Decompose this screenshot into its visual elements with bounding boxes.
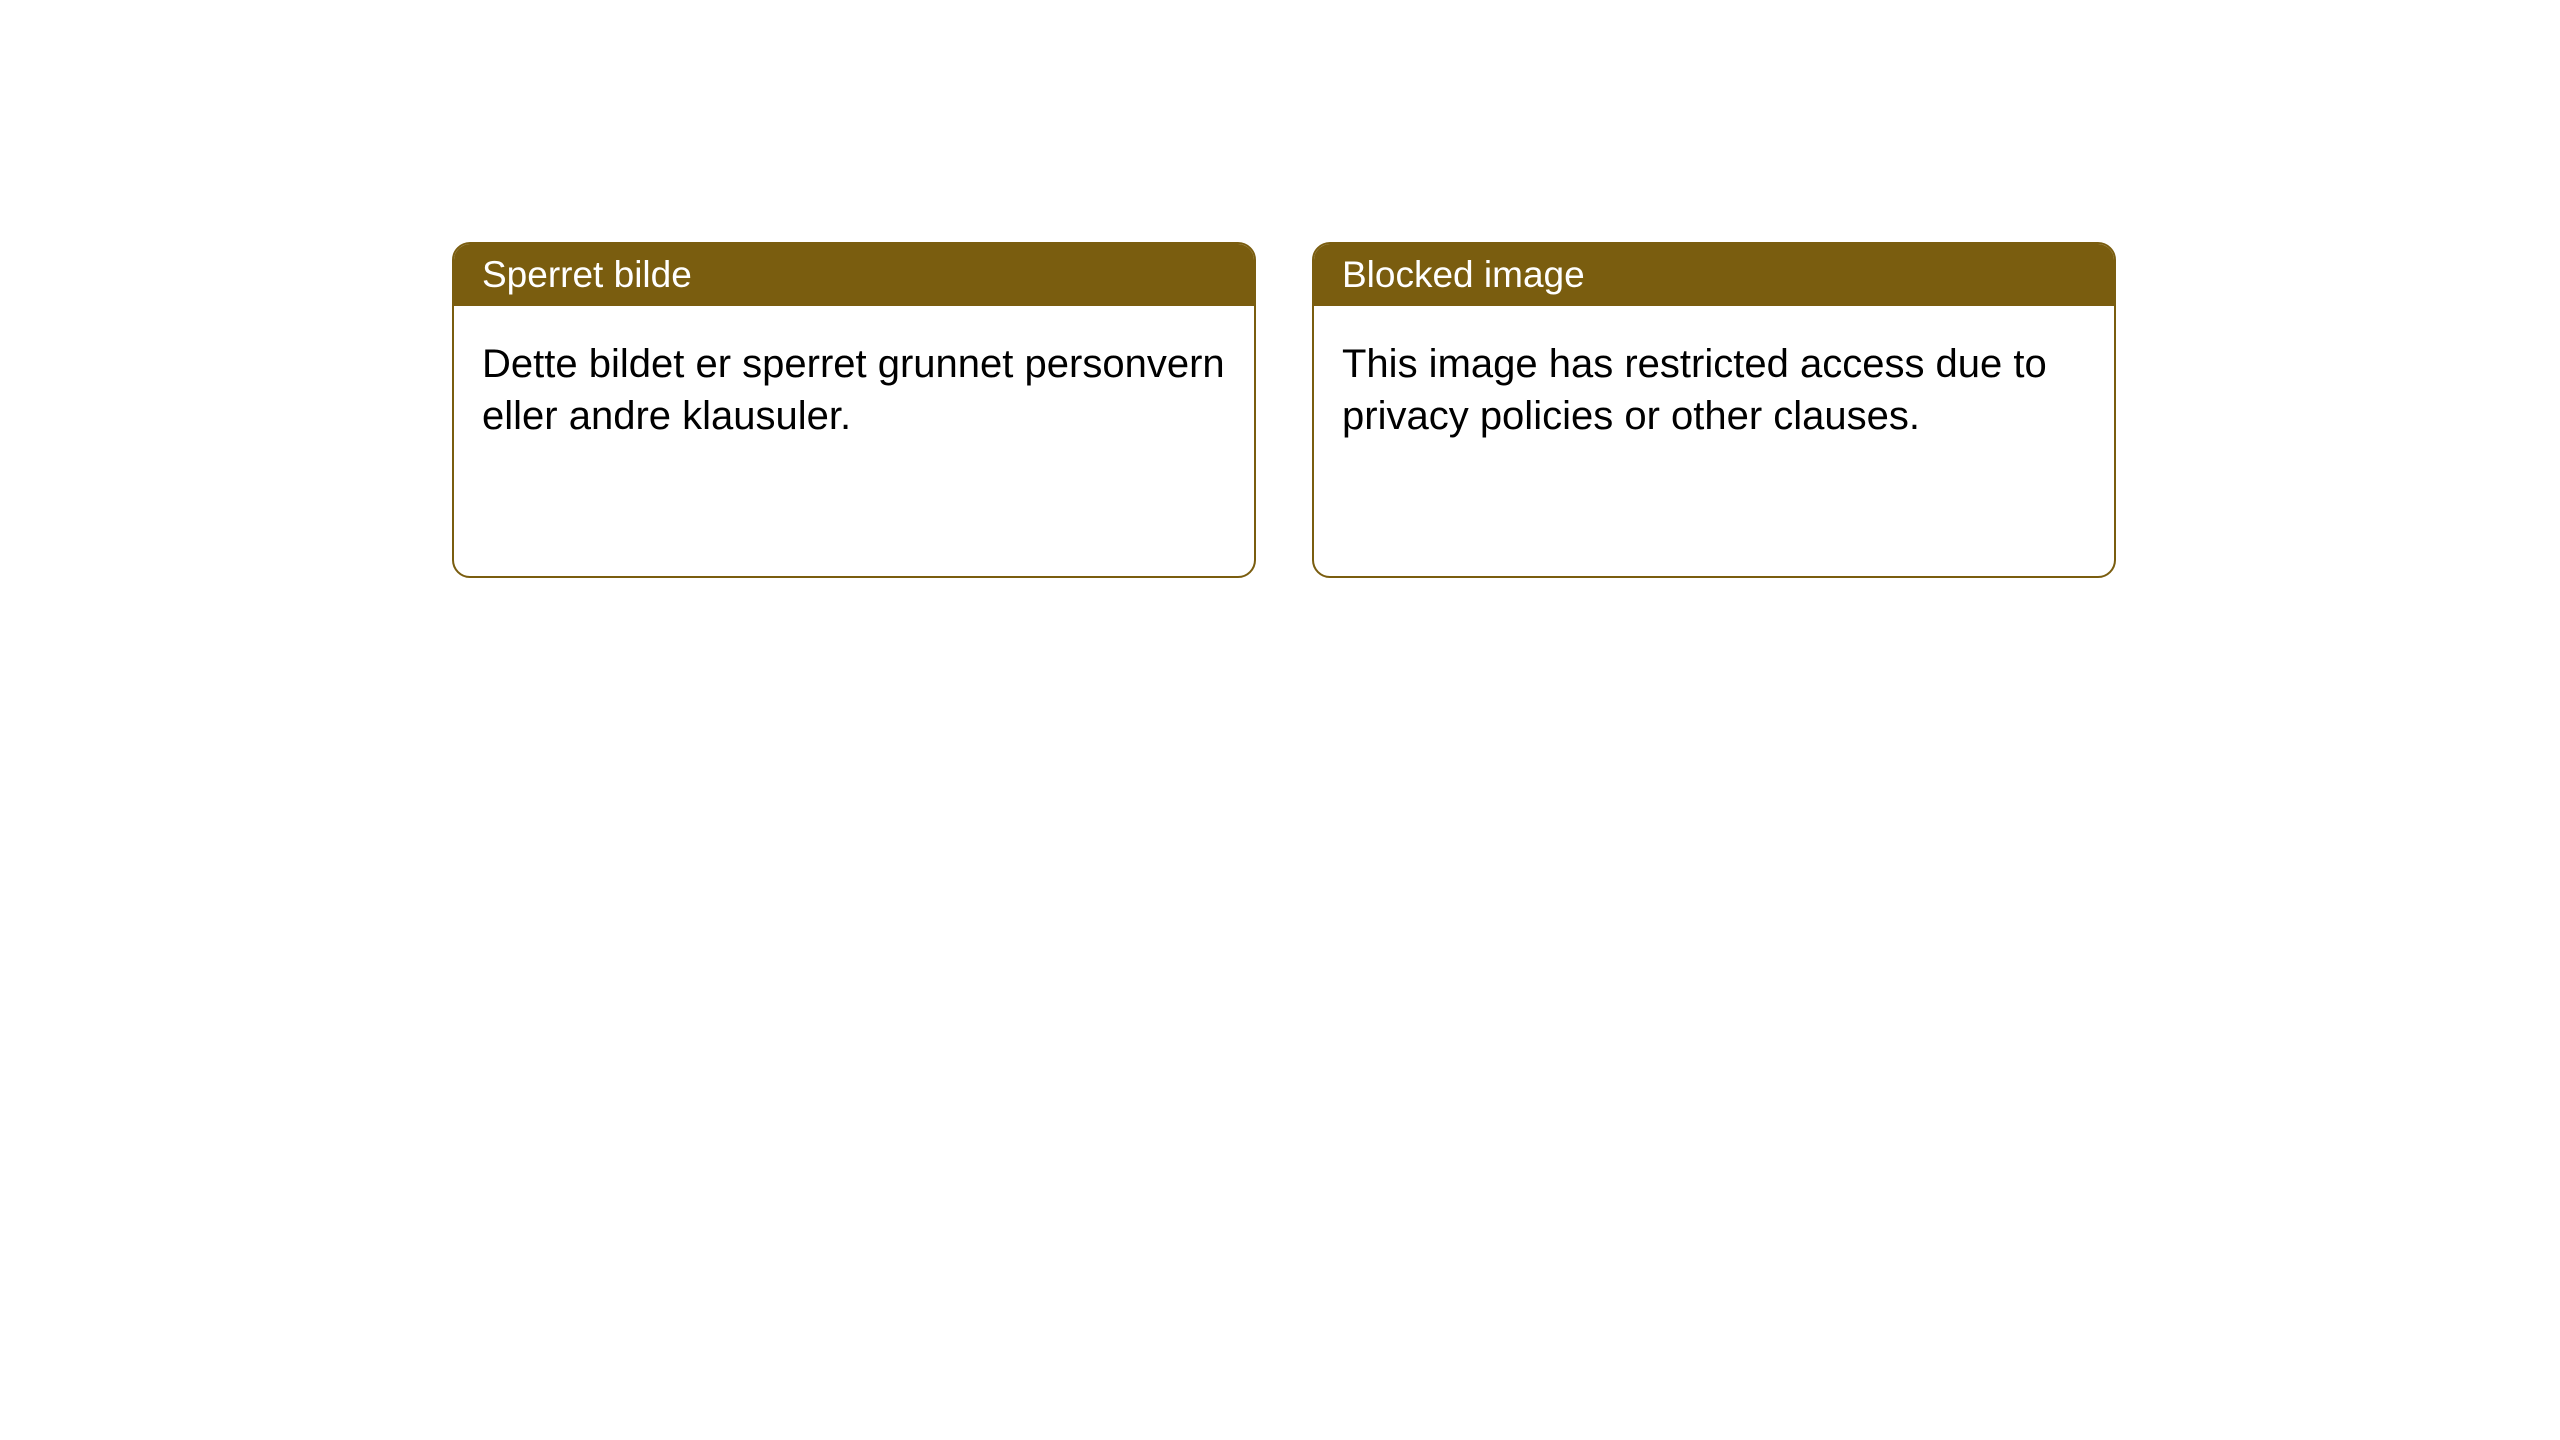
card-body-text: This image has restricted access due to … <box>1342 342 2047 438</box>
notice-card-english: Blocked image This image has restricted … <box>1312 242 2116 578</box>
notice-cards-container: Sperret bilde Dette bildet er sperret gr… <box>452 242 2116 578</box>
notice-card-norwegian: Sperret bilde Dette bildet er sperret gr… <box>452 242 1256 578</box>
card-body: Dette bildet er sperret grunnet personve… <box>454 306 1254 474</box>
card-title: Blocked image <box>1342 254 1585 295</box>
card-body: This image has restricted access due to … <box>1314 306 2114 474</box>
card-title: Sperret bilde <box>482 254 692 295</box>
card-body-text: Dette bildet er sperret grunnet personve… <box>482 342 1225 438</box>
card-header: Blocked image <box>1314 244 2114 306</box>
card-header: Sperret bilde <box>454 244 1254 306</box>
